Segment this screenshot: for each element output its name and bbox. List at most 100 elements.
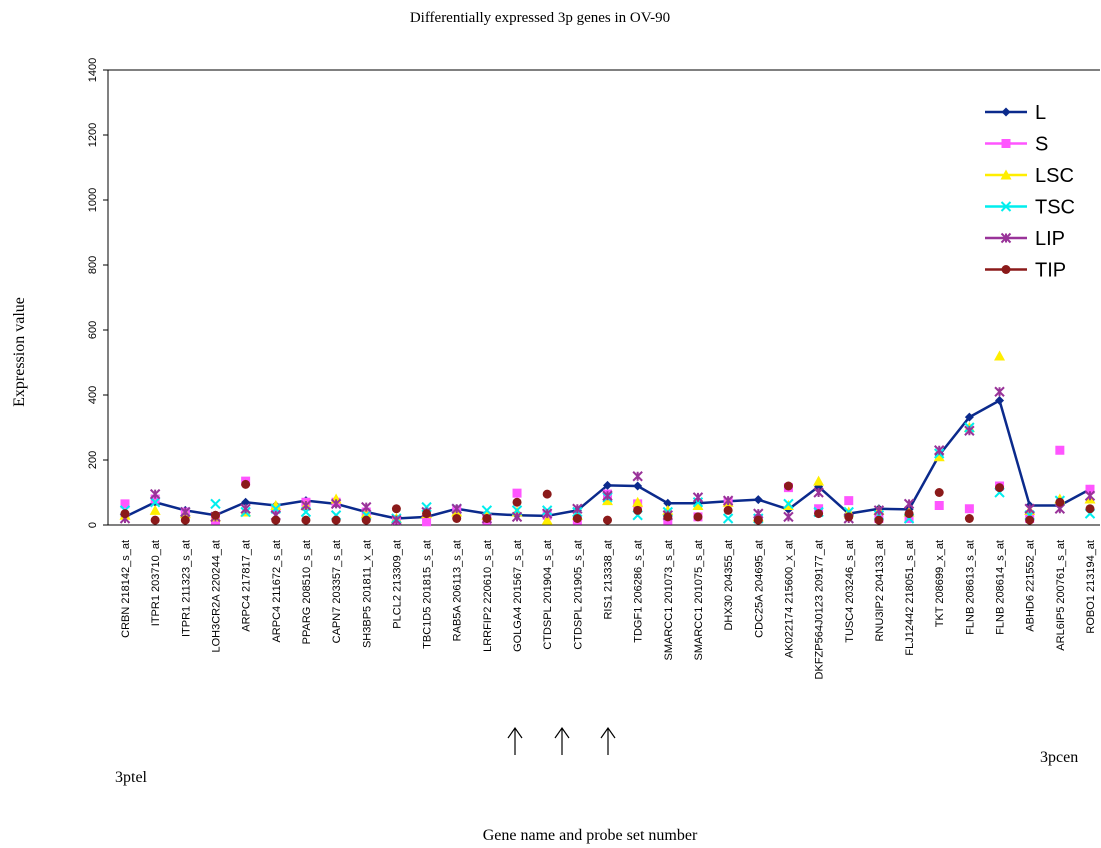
data-point xyxy=(1085,504,1095,514)
chart-title: Differentially expressed 3p genes in OV-… xyxy=(410,10,670,26)
data-point xyxy=(633,481,643,491)
y-tick-label: 200 xyxy=(87,451,99,469)
x-tick-label: ITPR1 211323_s_at xyxy=(180,540,192,637)
x-tick-label: LRRFIP2 220610_s_at xyxy=(482,540,494,652)
data-point xyxy=(934,445,945,456)
x-tick-label: CDC25A 204695_at xyxy=(753,540,765,638)
arrow xyxy=(600,726,616,755)
y-tick-label: 1000 xyxy=(87,188,99,212)
y-tick-label: 1400 xyxy=(87,58,99,82)
x-tick-label: DKFZP564J0123 209177_at xyxy=(814,540,826,679)
data-point xyxy=(722,513,734,524)
x-tick-label: ARPC4 211672_s_at xyxy=(271,540,283,643)
annotation: 3pcen xyxy=(1040,749,1078,766)
data-point xyxy=(814,504,824,514)
data-point xyxy=(814,509,824,519)
data-point xyxy=(1055,497,1065,507)
data-point xyxy=(241,497,251,507)
data-point xyxy=(361,501,372,513)
legend-marker xyxy=(1000,201,1012,212)
data-point xyxy=(933,451,945,462)
data-point xyxy=(783,511,794,523)
data-point xyxy=(1055,445,1065,455)
data-point xyxy=(361,515,371,525)
x-tick-label: GOLGA4 201567_s_at xyxy=(512,540,524,652)
data-point xyxy=(723,505,733,515)
data-point xyxy=(692,500,704,510)
data-point xyxy=(873,505,885,516)
legend-label: TSC xyxy=(1035,197,1075,219)
data-point xyxy=(632,496,644,507)
x-tick-label: ITPR1 203710_at xyxy=(150,540,162,626)
data-point xyxy=(813,475,825,486)
data-point xyxy=(693,512,703,522)
x-tick-label: TUSC4 203246_s_at xyxy=(844,540,856,643)
data-point xyxy=(360,508,372,519)
data-point xyxy=(541,508,553,519)
data-point xyxy=(120,509,130,519)
legend-marker xyxy=(1000,232,1012,244)
data-point xyxy=(481,505,493,516)
x-tick-label: RNU3IP2 204133_at xyxy=(874,540,886,642)
arrows xyxy=(507,726,616,755)
data-point xyxy=(934,488,944,497)
data-point xyxy=(753,515,763,525)
x-tick-label: ABHD6 221552_at xyxy=(1025,540,1037,632)
data-point xyxy=(451,503,462,514)
data-point xyxy=(692,492,704,503)
legend-label: L xyxy=(1035,102,1046,124)
data-point xyxy=(964,412,974,422)
data-point xyxy=(1085,484,1095,494)
x-tick-label: SMARCC1 201075_s_at xyxy=(693,540,705,660)
data-point xyxy=(422,509,432,519)
data-point xyxy=(301,515,311,525)
x-tick-label: FLNB 208614_s_at xyxy=(995,540,1007,635)
x-tick-label: CRBN 218142_s_at xyxy=(120,540,132,638)
data-point xyxy=(241,479,251,489)
data-point xyxy=(150,494,160,504)
x-tick-label: ARPC4 217817_at xyxy=(241,540,253,632)
data-point xyxy=(994,386,1005,397)
data-point xyxy=(572,503,583,514)
legend-marker xyxy=(1001,265,1011,274)
data-point xyxy=(602,490,613,501)
data-point xyxy=(964,504,974,514)
data-point xyxy=(512,488,522,498)
data-point xyxy=(783,481,793,491)
data-point xyxy=(964,425,975,436)
x-tick-label: PLCL2 213309_at xyxy=(391,540,403,629)
data-point xyxy=(663,512,673,522)
data-point xyxy=(844,496,854,506)
data-point xyxy=(994,350,1006,361)
data-point xyxy=(300,500,312,511)
y-tick-label: 400 xyxy=(87,386,99,404)
data-point xyxy=(512,497,522,507)
x-tick-label: CTDSPL 201904_s_at xyxy=(542,540,554,650)
data-point xyxy=(120,499,130,509)
data-point xyxy=(210,498,221,510)
x-axis-label: Gene name and probe set number xyxy=(483,827,698,844)
data-point xyxy=(1024,503,1035,514)
data-point xyxy=(633,505,643,515)
legend-label: LSC xyxy=(1035,165,1074,187)
data-point xyxy=(482,514,492,523)
annotation: 3ptel xyxy=(115,769,148,786)
data-point xyxy=(210,510,220,520)
data-point xyxy=(330,498,342,510)
data-point xyxy=(391,514,402,526)
data-point xyxy=(149,497,161,508)
data-point xyxy=(511,511,523,523)
y-tick-label: 800 xyxy=(87,256,99,274)
data-point xyxy=(934,501,944,510)
legend-label: LIP xyxy=(1035,228,1065,250)
x-tick-label: PPARG 208510_s_at xyxy=(301,540,313,644)
data-point xyxy=(813,487,824,498)
data-point xyxy=(995,396,1005,406)
data-point xyxy=(783,498,794,510)
data-point xyxy=(149,488,161,500)
x-tick-label: TBC1D5 201815_s_at xyxy=(422,540,434,649)
x-tick-label: RAB5A 206113_s_at xyxy=(452,540,464,641)
data-point xyxy=(1025,515,1035,525)
data-point xyxy=(270,500,282,510)
data-point xyxy=(452,514,462,523)
